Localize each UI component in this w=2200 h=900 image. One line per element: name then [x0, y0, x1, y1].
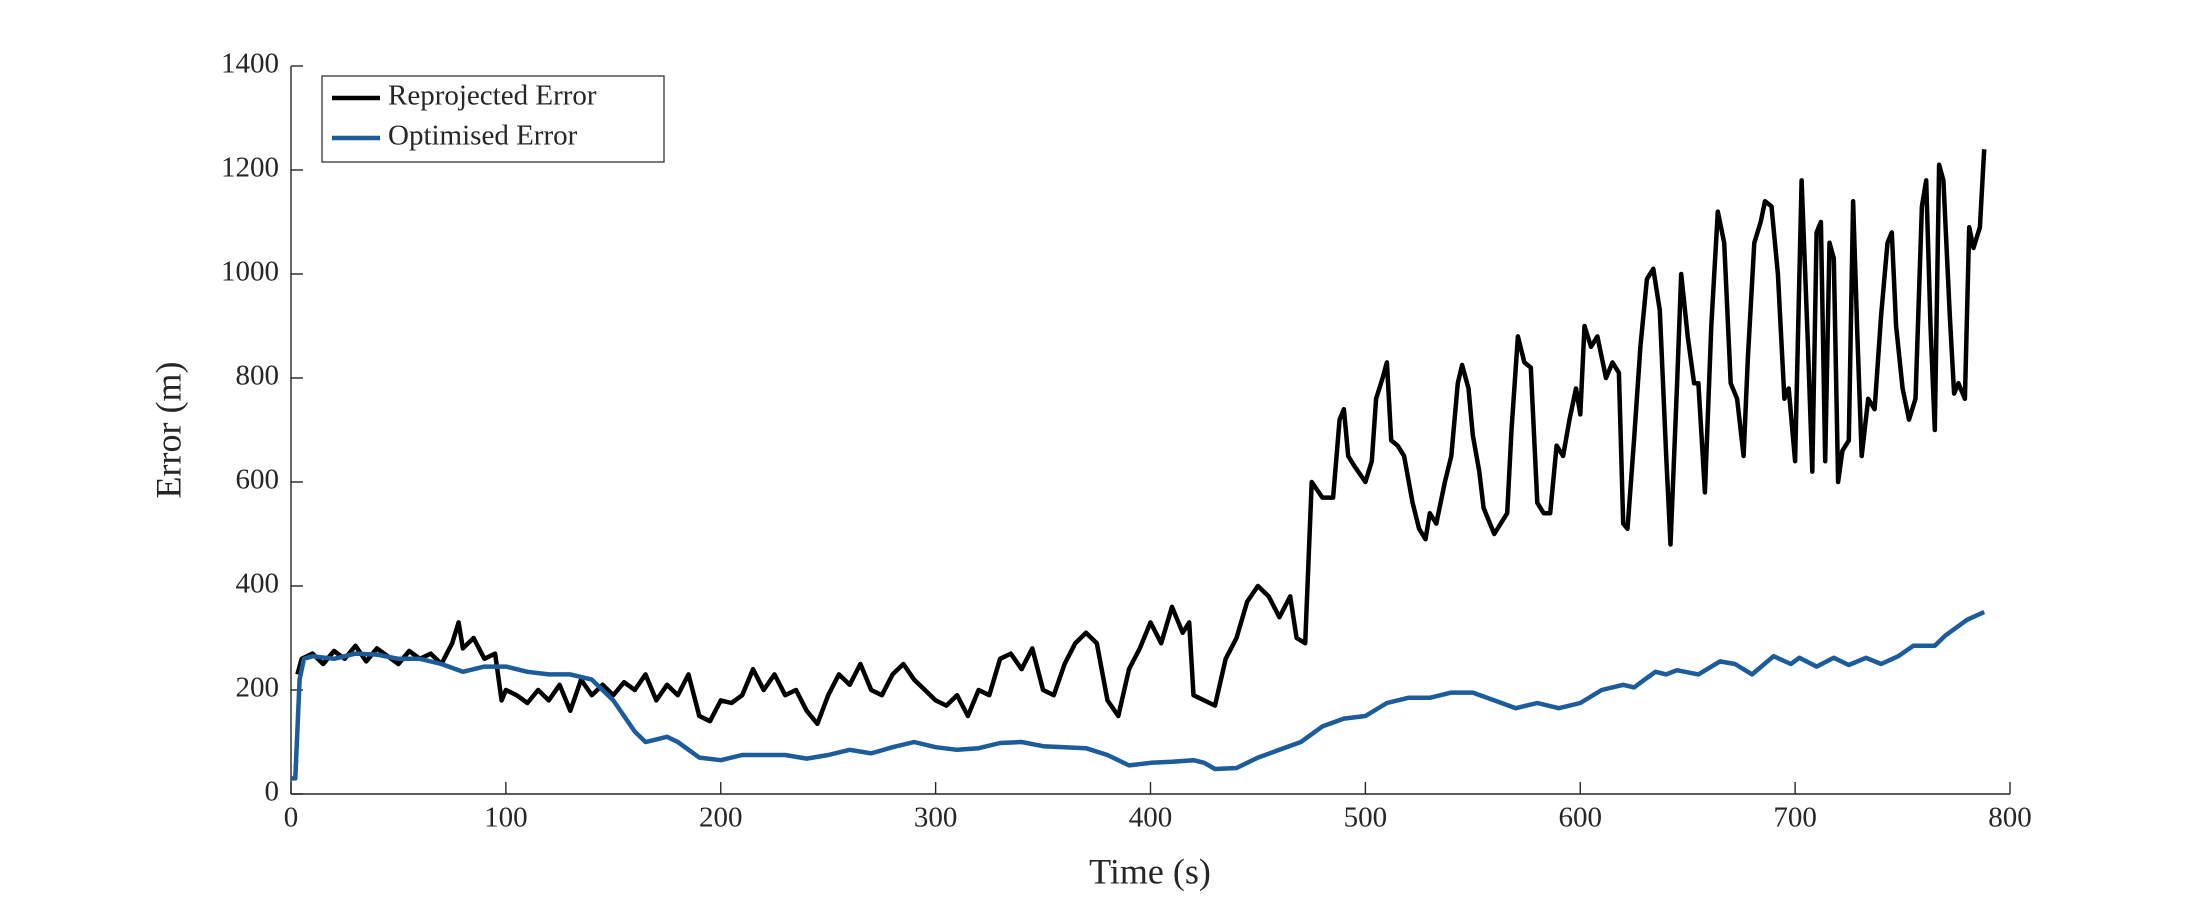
- series-line: [295, 149, 1987, 727]
- x-tick-label: 500: [1344, 802, 1388, 834]
- x-tick-label: 400: [1129, 802, 1173, 834]
- legend-label: Reprojected Error: [388, 80, 597, 112]
- legend-label: Optimised Error: [388, 120, 578, 152]
- x-tick-label: 0: [284, 802, 299, 834]
- x-tick-label: 100: [484, 802, 528, 834]
- legend-box: [321, 75, 665, 163]
- x-tick-label: 200: [699, 802, 743, 834]
- x-tick-label: 800: [1988, 802, 2032, 834]
- y-tick-label: 1000: [221, 256, 279, 288]
- x-tick-label: 600: [1559, 802, 1603, 834]
- y-tick-label: 1200: [221, 152, 279, 184]
- y-tick-label: 800: [236, 360, 280, 392]
- y-tick-label: 0: [265, 776, 280, 808]
- y-tick-label: 200: [236, 672, 280, 704]
- x-tick-label: 300: [914, 802, 958, 834]
- y-tick-label: 600: [236, 464, 280, 496]
- series-line: [291, 609, 1986, 781]
- y-tick-label: 400: [236, 568, 280, 600]
- y-tick-label: 1400: [221, 48, 279, 80]
- y-axis-label: Error (m): [148, 362, 188, 499]
- x-axis-label: Time (s): [1089, 851, 1211, 891]
- x-tick-label: 700: [1773, 802, 1817, 834]
